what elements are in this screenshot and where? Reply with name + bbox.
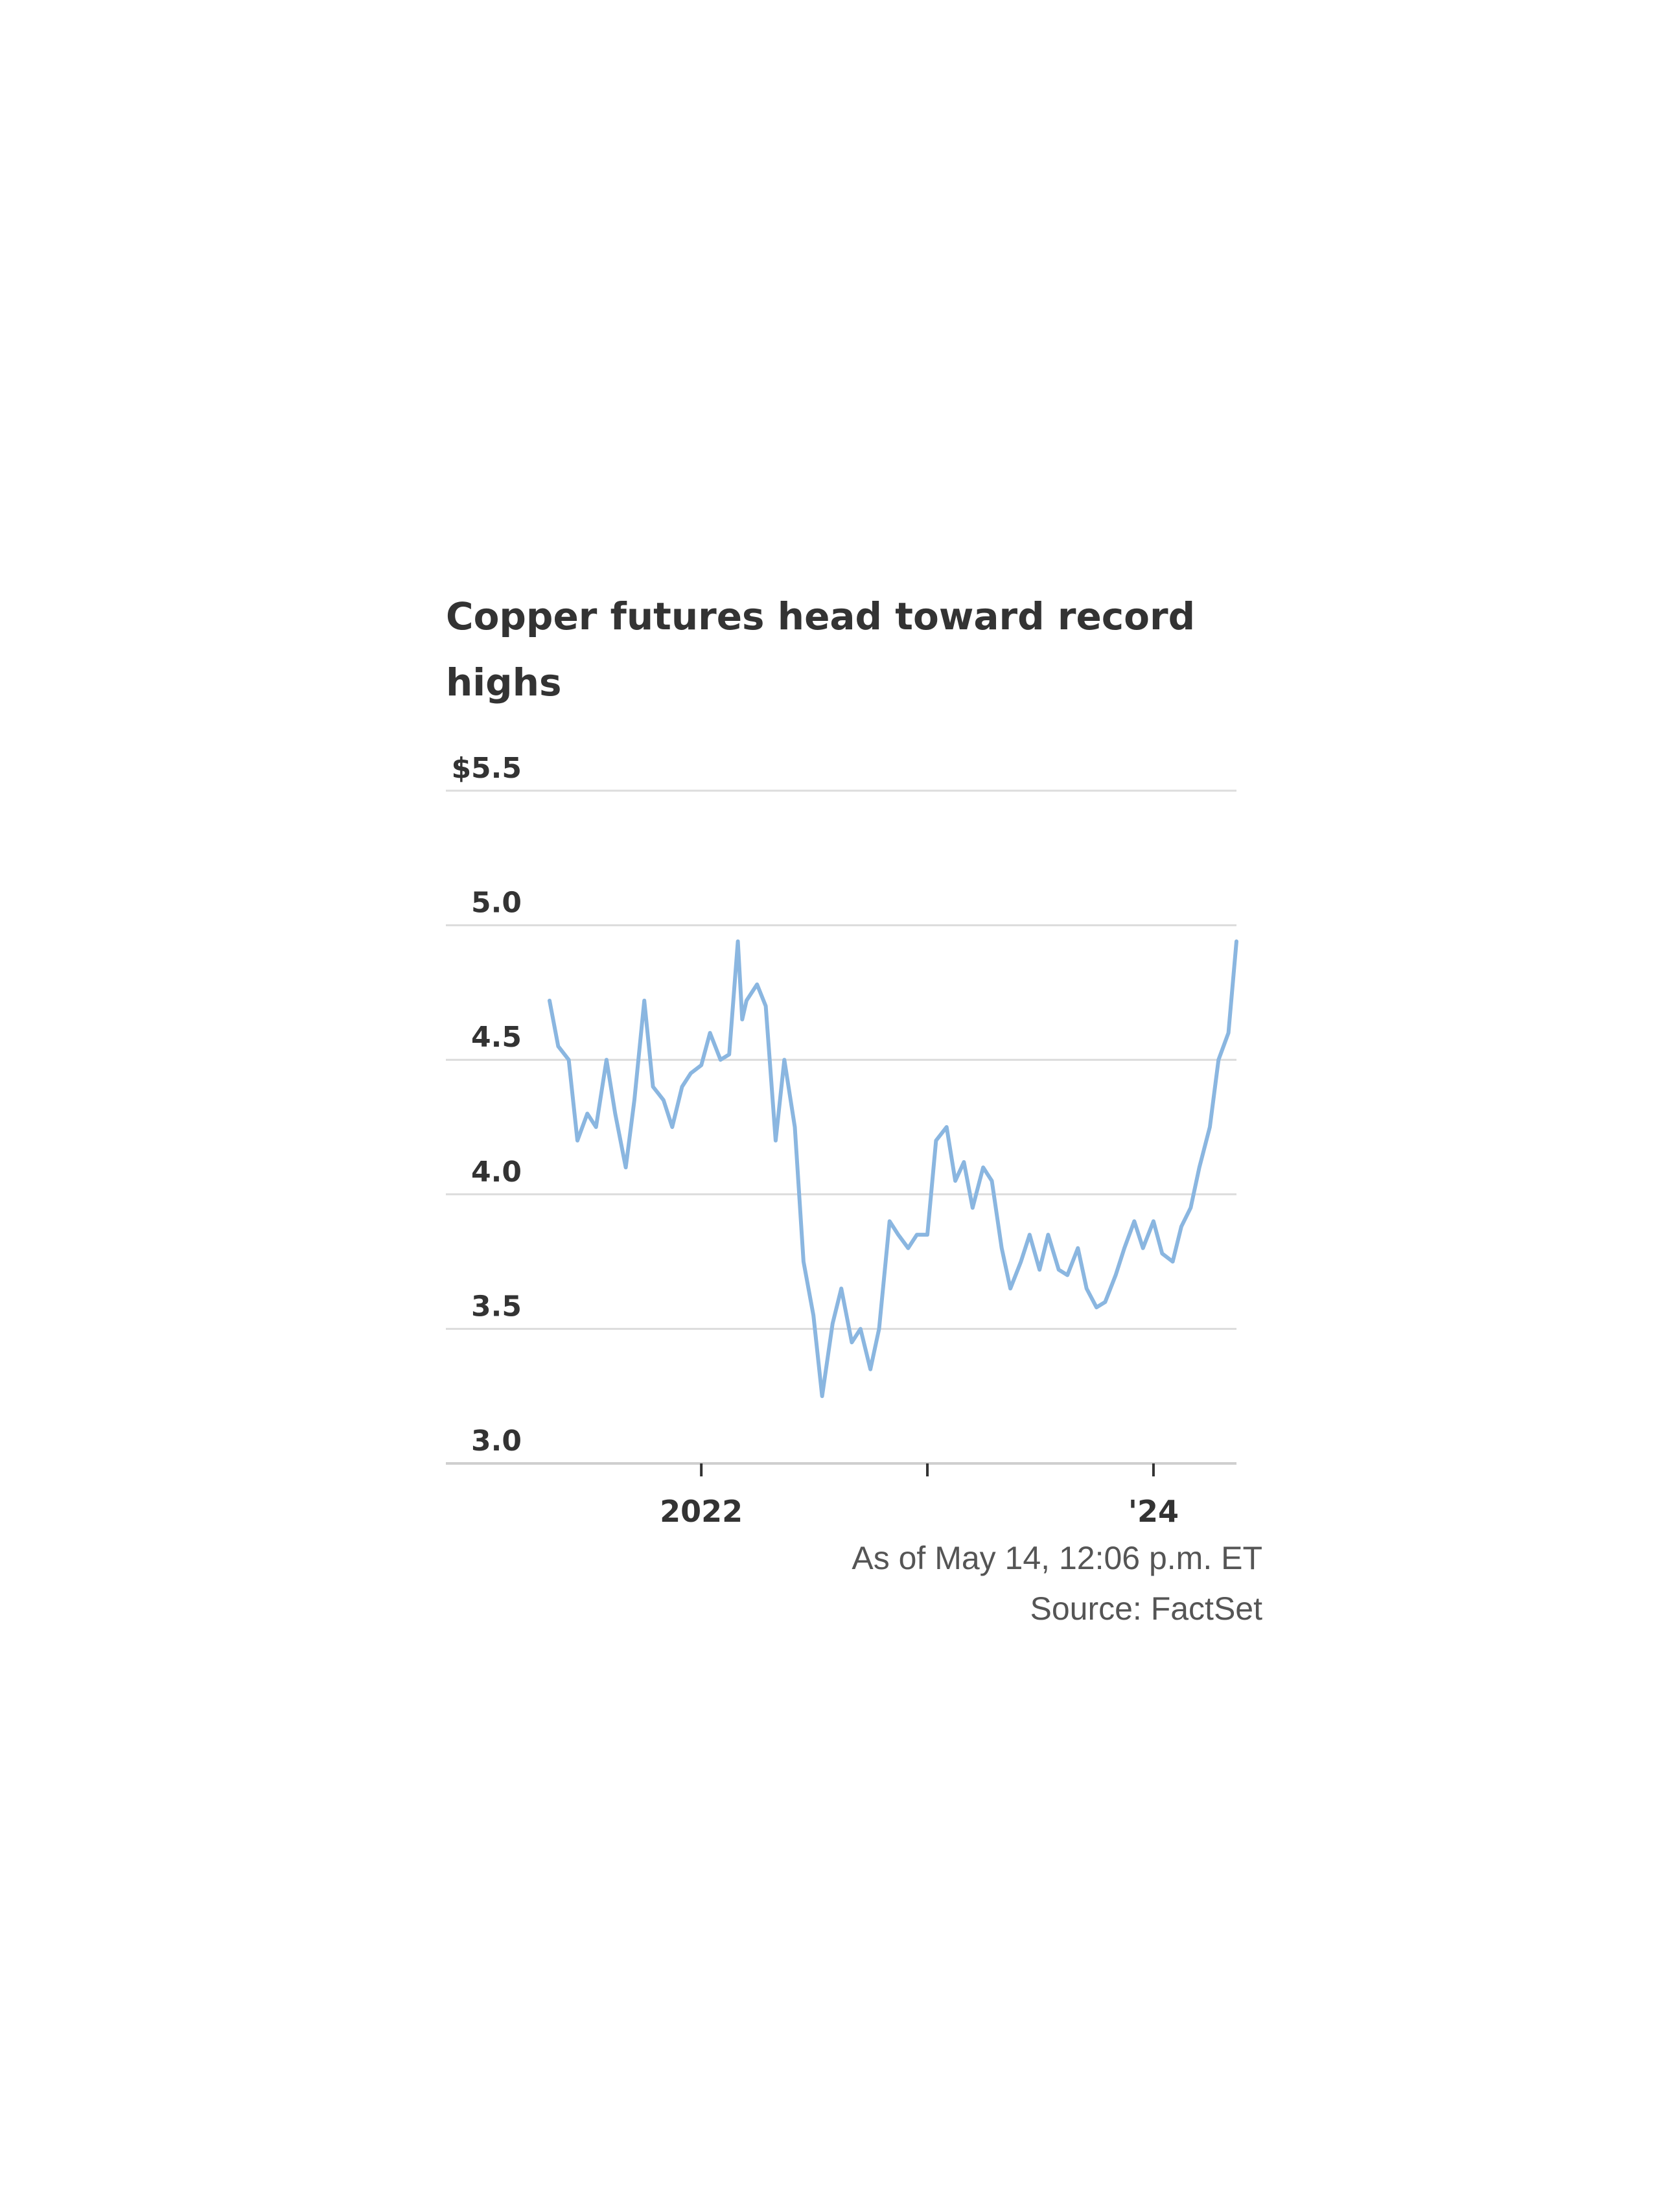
- gridlines: [446, 789, 1236, 1465]
- copper-price-line: [548, 939, 1238, 1399]
- y-tick-label: $5.5: [451, 752, 522, 785]
- y-tick-label: 5.0: [471, 887, 522, 920]
- y-axis-tick-labels: $5.5 5.0 4.5 4.0 3.5 3.0: [451, 752, 522, 1458]
- x-axis: 2022 '24: [660, 1463, 1179, 1529]
- as-of-note: As of May 14, 12:06 p.m. ET: [852, 1540, 1262, 1576]
- chart-title: Copper futures head toward record highs: [446, 594, 1196, 704]
- y-tick-label: 3.0: [471, 1425, 522, 1458]
- y-tick-label: 3.5: [471, 1290, 522, 1323]
- series-layer: [548, 939, 1238, 1399]
- y-tick-label: 4.0: [471, 1156, 522, 1189]
- x-tick-label: '24: [1128, 1494, 1179, 1529]
- x-tick-label: 2022: [660, 1494, 743, 1529]
- y-tick-label: 4.5: [471, 1021, 522, 1054]
- source-note: Source: FactSet: [1030, 1590, 1263, 1627]
